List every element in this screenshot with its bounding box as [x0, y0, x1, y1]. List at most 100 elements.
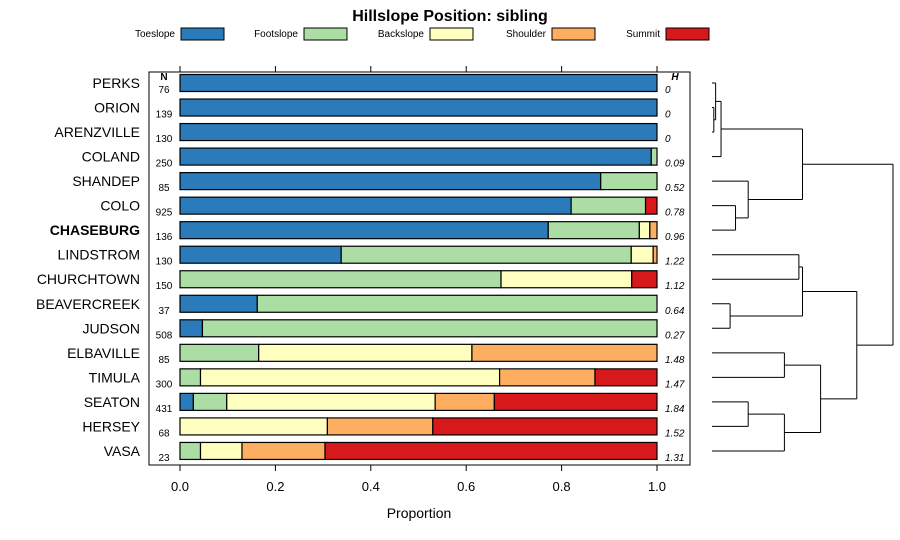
- h-value-vasa: 1.31: [665, 453, 684, 464]
- legend-label-shoulder: Shoulder: [506, 29, 547, 40]
- h-value-beavercreek: 0.64: [665, 306, 685, 317]
- bar-segment-beavercreek-toeslope: [179, 294, 258, 313]
- soil-label-timula: TIMULA: [89, 369, 141, 385]
- n-value-lindstrom: 130: [156, 257, 173, 268]
- h-value-elbaville: 1.48: [665, 355, 685, 366]
- n-value-vasa: 23: [158, 453, 170, 464]
- n-value-judson: 508: [156, 330, 173, 341]
- x-tick-label: 1.0: [648, 479, 666, 494]
- h-value-seaton: 1.84: [665, 404, 685, 415]
- legend: Toeslope Footslope Backslope Shoulder Summit: [135, 27, 710, 41]
- n-value-beavercreek: 37: [158, 306, 170, 317]
- bar-segment-colo-footslope: [570, 196, 647, 215]
- bar-segment-chaseburg-shoulder: [649, 221, 658, 240]
- legend-swatch-shoulder: [551, 27, 596, 41]
- x-tick-label: 0.0: [171, 479, 189, 494]
- legend-label-backslope: Backslope: [378, 29, 425, 40]
- bar-segment-perks-toeslope: [179, 73, 658, 93]
- bar-segment-timula-summit: [594, 368, 658, 387]
- x-axis-label: Proportion: [387, 505, 452, 521]
- bar-segment-vasa-shoulder: [241, 441, 326, 461]
- bar-segment-seaton-summit: [493, 392, 658, 411]
- bar-segment-seaton-backslope: [226, 392, 436, 411]
- soil-label-arenzville: ARENZVILLE: [54, 124, 140, 140]
- chart-title: Hillslope Position: sibling: [352, 8, 548, 25]
- bar-segment-hersey-backslope: [179, 417, 328, 436]
- n-value-timula: 300: [156, 379, 173, 390]
- soil-label-lindstrom: LINDSTROM: [58, 247, 140, 263]
- bar-segment-judson-toeslope: [179, 319, 204, 338]
- stacked-bars: [179, 73, 658, 461]
- x-axis: 0.0 0.2 0.4 0.6 0.8 1.0: [171, 66, 666, 494]
- row-labels: PERKS 76 0 ORION 139 0 ARENZVILLE 130 0 COLAND 250…: [36, 75, 685, 464]
- h-value-churchtown: 1.12: [665, 281, 685, 292]
- h-value-orion: 0: [665, 110, 671, 121]
- bar-segment-vasa-summit: [324, 441, 658, 461]
- bar-segment-hersey-shoulder: [326, 417, 434, 436]
- bar-segment-colo-summit: [644, 196, 658, 215]
- n-value-chaseburg: 136: [156, 232, 173, 243]
- n-value-orion: 139: [156, 110, 173, 121]
- bar-segment-judson-footslope: [201, 319, 658, 338]
- n-value-seaton: 431: [156, 404, 173, 415]
- n-value-shandep: 85: [158, 183, 170, 194]
- legend-label-summit: Summit: [626, 29, 660, 40]
- soil-label-elbaville: ELBAVILLE: [67, 345, 140, 361]
- soil-label-beavercreek: BEAVERCREEK: [36, 296, 141, 312]
- legend-label-toeslope: Toeslope: [135, 29, 175, 40]
- bar-segment-elbaville-footslope: [179, 343, 260, 362]
- h-value-timula: 1.47: [665, 379, 685, 390]
- n-value-coland: 250: [156, 159, 173, 170]
- h-column-header: H: [671, 72, 679, 83]
- bar-segment-timula-backslope: [199, 368, 501, 387]
- h-value-arenzville: 0: [665, 134, 671, 145]
- bar-segment-elbaville-backslope: [258, 343, 473, 362]
- x-tick-label: 0.6: [457, 479, 475, 494]
- x-tick-label: 0.4: [362, 479, 380, 494]
- legend-label-footslope: Footslope: [254, 29, 298, 40]
- h-value-chaseburg: 0.96: [665, 232, 685, 243]
- bar-segment-seaton-toeslope: [179, 392, 194, 411]
- n-value-hersey: 68: [158, 428, 170, 439]
- bar-segment-coland-toeslope: [179, 147, 652, 166]
- bar-segment-timula-shoulder: [498, 368, 596, 387]
- h-value-lindstrom: 1.22: [665, 257, 685, 268]
- legend-swatch-toeslope: [180, 27, 225, 41]
- legend-swatch-summit: [665, 27, 710, 41]
- bar-segment-seaton-shoulder: [434, 392, 495, 411]
- bar-segment-hersey-summit: [432, 417, 658, 436]
- bar-segment-timula-footslope: [179, 368, 202, 387]
- bar-segment-shandep-footslope: [600, 172, 658, 191]
- h-value-colo: 0.78: [665, 208, 685, 219]
- bar-segment-lindstrom-footslope: [340, 245, 632, 264]
- n-value-perks: 76: [158, 85, 170, 96]
- x-tick-label: 0.8: [553, 479, 571, 494]
- bar-segment-colo-toeslope: [179, 196, 572, 215]
- legend-swatch-footslope: [303, 27, 348, 41]
- bar-segment-shandep-toeslope: [179, 172, 602, 191]
- bar-segment-lindstrom-shoulder: [652, 245, 658, 264]
- soil-label-churchtown: CHURCHTOWN: [37, 271, 140, 287]
- bar-segment-churchtown-summit: [631, 270, 658, 289]
- h-value-judson: 0.27: [665, 330, 685, 341]
- n-column-header: N: [160, 72, 167, 83]
- n-value-arenzville: 130: [156, 134, 173, 145]
- n-value-elbaville: 85: [158, 355, 170, 366]
- bar-segment-chaseburg-backslope: [638, 221, 651, 240]
- h-value-shandep: 0.52: [665, 183, 685, 194]
- soil-label-hersey: HERSEY: [82, 418, 140, 434]
- h-value-hersey: 1.52: [665, 428, 685, 439]
- h-value-coland: 0.09: [665, 159, 685, 170]
- n-value-churchtown: 150: [156, 281, 173, 292]
- bar-segment-churchtown-footslope: [179, 270, 502, 289]
- soil-label-seaton: SEATON: [84, 394, 140, 410]
- bar-segment-vasa-footslope: [179, 441, 202, 461]
- bar-segment-lindstrom-toeslope: [179, 245, 342, 264]
- bar-segment-vasa-backslope: [199, 441, 243, 461]
- x-tick-label: 0.2: [266, 479, 284, 494]
- bar-segment-beavercreek-footslope: [256, 294, 658, 313]
- bar-segment-seaton-footslope: [192, 392, 228, 411]
- h-value-perks: 0: [665, 85, 671, 96]
- bar-segment-chaseburg-footslope: [547, 221, 640, 240]
